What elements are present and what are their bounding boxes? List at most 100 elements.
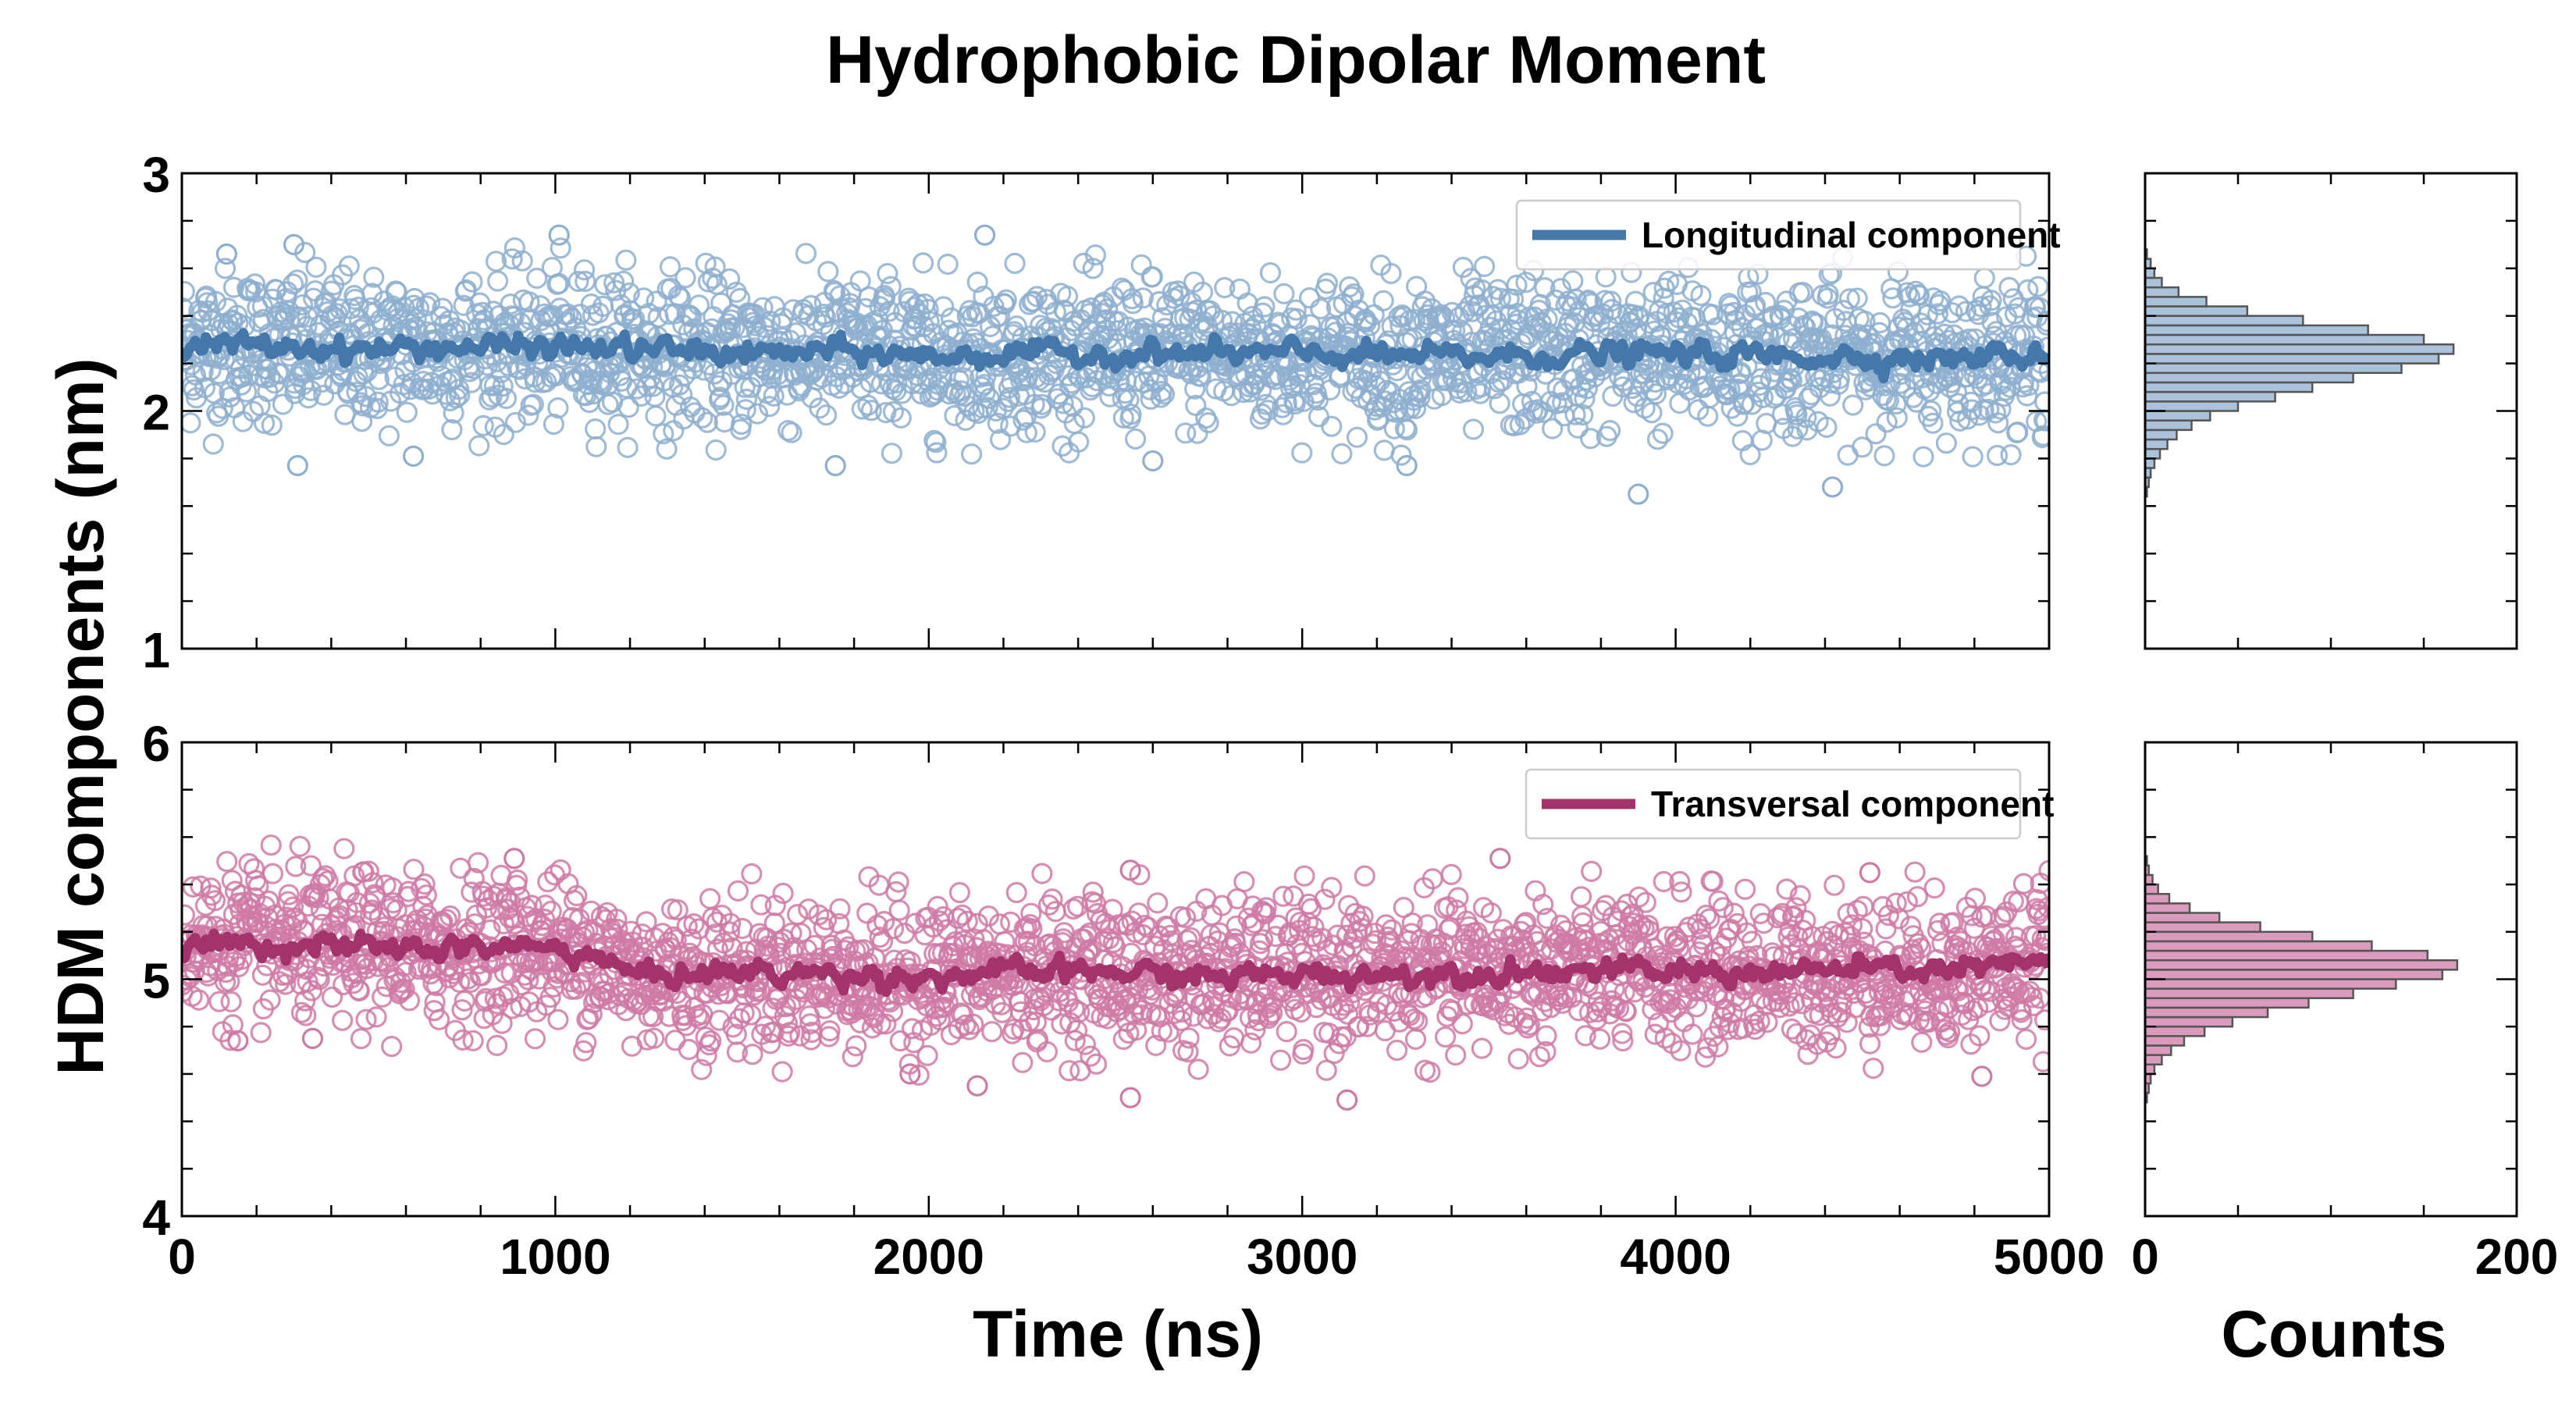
longitudinal-point [707, 375, 730, 397]
longitudinal-point [645, 405, 667, 427]
transversal-point [994, 930, 1016, 953]
transversal-point [764, 895, 786, 916]
transversal-point [381, 1035, 403, 1058]
longitudinal-outlier-point [403, 445, 425, 467]
longitudinal-point [1254, 296, 1276, 318]
transversal-point [406, 909, 428, 931]
longitudinal-point [1984, 402, 2007, 424]
longitudinal-point [1778, 359, 1800, 381]
longitudinal-point [404, 287, 425, 310]
transversal-point [188, 989, 210, 1011]
longitudinal-point [718, 268, 741, 290]
transversal-point [741, 863, 763, 885]
hist-x-tick-label: 200 [2475, 1229, 2559, 1285]
longitudinal-point [917, 298, 939, 320]
transversal-point [1735, 878, 1756, 900]
longitudinal-point [1120, 404, 1142, 425]
longitudinal-point [518, 404, 539, 426]
longitudinal-point [1084, 244, 1107, 266]
transversal-point [1069, 1001, 1091, 1023]
longitudinal-point [815, 404, 838, 426]
longitudinal-point [1004, 252, 1026, 274]
longitudinal-point [1130, 254, 1152, 276]
longitudinal-point [875, 401, 897, 424]
longitudinal-point [294, 361, 315, 382]
longitudinal-point [1221, 311, 1244, 333]
transversal-hist-bars [2144, 855, 2459, 1104]
longitudinal-point [581, 370, 603, 393]
transversal-hist-bar [2144, 1063, 2156, 1076]
transversal-point [607, 918, 628, 941]
longitudinal-point [501, 248, 523, 270]
transversal-point [1451, 1012, 1474, 1035]
longitudinal-point [1579, 428, 1602, 450]
transversal-point [1293, 865, 1315, 887]
longitudinal-point [1005, 315, 1027, 337]
longitudinal-hist-bar [2144, 296, 2208, 308]
longitudinal-point [1316, 272, 1339, 294]
longitudinal-point [881, 443, 903, 464]
longitudinal-point [615, 249, 637, 271]
longitudinal-point [1601, 299, 1623, 321]
transversal-outlier-point [1971, 1065, 1993, 1087]
transversal-point [348, 980, 370, 1002]
longitudinal-point [522, 393, 544, 415]
longitudinal-hist-bar [2144, 419, 2193, 432]
transversal-point [863, 1007, 885, 1029]
longitudinal-hist-bar [2144, 447, 2161, 460]
transversal-point [1351, 918, 1373, 940]
longitudinal-point [1567, 417, 1589, 439]
longitudinal-point [1355, 311, 1378, 333]
transversal-point [1064, 1030, 1086, 1051]
longitudinal-point [1534, 277, 1556, 299]
transversal-point [462, 1030, 484, 1051]
transversal-hist-bar [2144, 969, 2444, 980]
longitudinal-point [286, 269, 308, 291]
longitudinal-point [1404, 397, 1427, 420]
longitudinal-point [1876, 411, 1898, 433]
longitudinal-point [1471, 279, 1493, 301]
transversal-point [493, 962, 516, 984]
transversal-point [1403, 1008, 1425, 1030]
transversal-hist-bar [2144, 1025, 2206, 1037]
longitudinal-point [933, 296, 955, 318]
transversal-point [1012, 1051, 1034, 1073]
transversal-point [224, 880, 247, 902]
transversal-hist-bar [2144, 1054, 2163, 1066]
longitudinal-point [1791, 282, 1814, 304]
longitudinal-point [449, 384, 471, 406]
longitudinal-point [1516, 375, 1538, 397]
transversal-point [658, 1005, 681, 1027]
transversal-point [1117, 914, 1139, 937]
transversal-point [1005, 881, 1027, 904]
transversal-point [1354, 865, 1375, 887]
transversal-point [321, 986, 343, 1008]
longitudinal-point [809, 397, 831, 419]
transversal-point [372, 986, 393, 1008]
longitudinal-point [1291, 442, 1313, 464]
longitudinal-point [396, 401, 418, 423]
longitudinal-point [944, 404, 966, 427]
transversal-point [534, 895, 557, 916]
transversal-point [942, 935, 964, 957]
longitudinal-hist-bar [2144, 362, 2403, 375]
longitudinal-point [2038, 360, 2049, 382]
longitudinal-point [472, 414, 494, 437]
transversal-point [958, 1019, 980, 1040]
transversal-point [1187, 1058, 1209, 1080]
longitudinal-point [759, 396, 781, 418]
transversal-point [1170, 1009, 1192, 1032]
longitudinal-point [1346, 426, 1368, 448]
transversal-hist-bar [2144, 921, 2261, 934]
longitudinal-point [244, 273, 266, 295]
transversal-point [1293, 1038, 1315, 1061]
longitudinal-point [511, 250, 533, 272]
longitudinal-outlier-point [548, 224, 570, 246]
transversal-point [1419, 1061, 1441, 1083]
longitudinal-point [1502, 288, 1525, 310]
longitudinal-point [1506, 274, 1528, 296]
longitudinal-point [1642, 282, 1664, 304]
longitudinal-point [192, 361, 214, 382]
longitudinal-point [547, 397, 569, 419]
longitudinal-point [1886, 407, 1908, 429]
